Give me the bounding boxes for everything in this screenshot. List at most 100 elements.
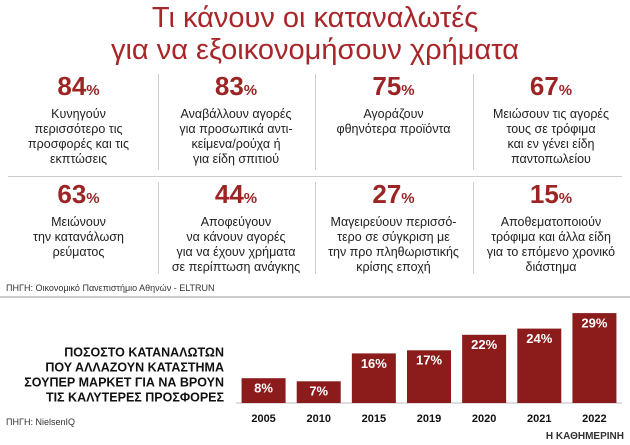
divider [472, 74, 474, 170]
stat-text: Αποθεματοποιούν [500, 215, 602, 229]
stat-text: παντοπωλείου [511, 152, 591, 166]
stat-value: 27 [372, 179, 402, 209]
value-label: 16% [361, 356, 387, 371]
bar [407, 350, 451, 403]
divider [472, 182, 474, 274]
bar [462, 334, 507, 403]
chart-title: ΤΙΣ ΚΑΛΥΤΕΡΕΣ ΠΡΟΣΦΟΡΕΣ [46, 390, 225, 404]
stat-cell: 15% Αποθεματοποιούν τρόφιμα και άλλα είδη γ… [473, 178, 630, 275]
stat-unit: % [558, 190, 573, 207]
stat-value: 15 [529, 179, 559, 209]
stat-text: διάστημα [525, 260, 577, 274]
stat-text: προσφορές και τις [28, 137, 129, 151]
bar [241, 378, 286, 403]
stat-text: κρίσης εποχή [356, 260, 431, 274]
stat-cell: 67% Μειώσουν τις αγορές τους σε τρόφιμα και… [473, 70, 630, 167]
source: ΠΗΓΗ: Οικονομικό Πανεπιστήμιο Αθηνών - E… [6, 283, 215, 293]
bar [351, 353, 396, 403]
stat-figure: 67% [473, 70, 630, 107]
stat-text: Αποφεύγουν [200, 215, 272, 229]
stat-value: 63 [57, 179, 87, 209]
stat-unit: % [401, 190, 415, 207]
stat-cell: 84% Κυνηγούν περισσότερο τις προσφορές και … [0, 70, 157, 167]
stat-text: Κυνηγούν [51, 107, 106, 121]
stat-text: ρεύματος [52, 245, 105, 259]
stat-text: να κάνουν αγορές [186, 230, 286, 244]
stat-figure: 44% [158, 178, 315, 215]
stat-text: για να έχουν χρήματα [176, 245, 296, 259]
x-tick-label: 2020 [472, 413, 496, 425]
stat-text: Αγοράζουν [363, 107, 424, 121]
value-label: 7% [309, 384, 328, 399]
credit: Η ΚΑΘΗΜΕΡΙΝΗ [545, 431, 624, 442]
x-tick-label: 2022 [582, 413, 606, 425]
x-tick-label: 2019 [417, 413, 441, 425]
stat-text: την κατανάλωση [33, 230, 124, 244]
stat-text: εκπτώσεις [49, 152, 108, 166]
stat-figure: 83% [158, 70, 315, 107]
divider [157, 74, 159, 170]
divider [315, 182, 316, 274]
value-label: 24% [526, 331, 552, 346]
title-line: Τι κάνουν οι καταναλωτές [151, 2, 479, 34]
value-label: 22% [471, 337, 497, 352]
value-label: 17% [416, 353, 442, 368]
stat-text: τρόφιμα και άλλα είδη [491, 230, 611, 244]
stat-unit: % [86, 190, 100, 207]
bar [517, 328, 562, 403]
stat-unit: % [401, 82, 415, 99]
stat-text: Μειώσουν τις αγορές [492, 107, 610, 121]
stat-text: τερο σε σύγκριση με [337, 230, 450, 244]
stat-text: για είδη σπιτιού [192, 152, 280, 166]
stat-text: Αναβάλλουν αγορές [180, 107, 292, 121]
stat-text: Μαγειρεύουν περισσό- [330, 215, 457, 229]
stat-text: περισσότερο τις [34, 122, 123, 136]
stat-text: Μειώνουν [51, 215, 106, 229]
stat-text: σε περίπτωση ανάγκης [171, 260, 301, 274]
stat-cell: 83% Αναβάλλουν αγορές για προσωπικά αντι-κ… [158, 70, 315, 167]
title-line: για να εξοικονομήσουν χρήματα [110, 34, 520, 66]
bar [572, 313, 617, 403]
stat-text: και εν γένει είδη [507, 137, 595, 151]
stat-value: 75 [372, 71, 402, 101]
x-tick-label: 2010 [306, 413, 330, 425]
stat-text: τους σε τρόφιμα [506, 122, 596, 136]
chart-title: ΠΟΥ ΑΛΛΑΖΟΥΝ ΚΑΤΑΣΤΗΜΑ [45, 360, 224, 374]
stat-value: 83 [214, 71, 244, 101]
stat-unit: % [558, 82, 573, 99]
stat-text: φθηνότερα προϊόντα [336, 122, 451, 136]
value-label: 8% [254, 381, 273, 396]
stat-unit: % [86, 82, 100, 99]
stat-figure: 63% [0, 178, 157, 215]
stat-text: για το επόμενο χρονικό [486, 245, 616, 259]
divider [8, 176, 622, 177]
divider [157, 182, 159, 274]
stat-text: κείμενα/ρούχα ή [191, 137, 281, 151]
stat-cell: 27% Μαγειρεύουν περισσό-τερο σε σύγκριση … [315, 178, 472, 275]
stat-value: 44 [214, 179, 244, 209]
stat-cell: 63% Μειώνουν την κατανάλωση ρεύματος [0, 178, 157, 260]
stat-figure: 15% [473, 178, 630, 215]
bar [296, 381, 341, 403]
stats-grid: 84% Κυνηγούν περισσότερο τις προσφορές και … [0, 70, 630, 276]
stat-value: 67 [529, 71, 559, 101]
chart-title: ΠΟΣΟΣΤΟ ΚΑΤΑΝΑΛΩΤΩΝ [64, 345, 224, 359]
stat-value: 84 [57, 71, 87, 101]
value-label: 29% [581, 316, 607, 331]
stat-unit: % [243, 190, 258, 207]
stat-cell: 75% Αγοράζουν φθηνότερα προϊόντα [315, 70, 472, 137]
stat-cell: 44% Αποφεύγουν να κάνουν αγορές για να έχου… [158, 178, 315, 275]
stat-unit: % [243, 82, 258, 99]
stat-figure: 27% [315, 178, 472, 215]
x-tick-label: 2015 [362, 413, 386, 425]
stat-figure: 75% [315, 70, 472, 107]
divider [315, 74, 316, 170]
x-tick-label: 2021 [527, 413, 551, 425]
stat-text: την προ πληθωριστικής [328, 245, 459, 259]
source: ΠΗΓΗ: NielsenIQ [6, 417, 75, 427]
chart-title: ΣΟΥΠΕΡ ΜΑΡΚΕΤ ΓΙΑ ΝΑ ΒΡΟΥΝ [24, 375, 224, 389]
stat-figure: 84% [0, 70, 157, 107]
stat-text: για προσωπικά αντι- [179, 122, 293, 136]
